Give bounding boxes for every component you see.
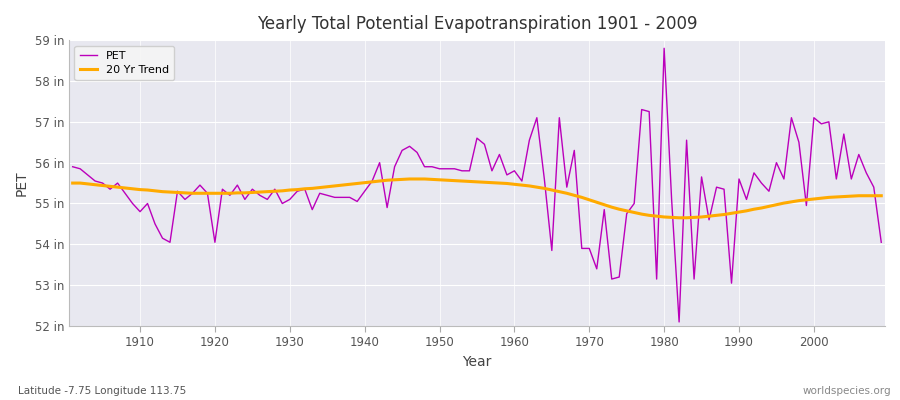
PET: [509, 168, 520, 173]
Y-axis label: PET: PET: [15, 170, 29, 196]
PET: [127, 201, 138, 206]
PET: [501, 172, 512, 177]
20 Yr Trend: [68, 181, 78, 186]
PET: [292, 189, 302, 194]
20 Yr Trend: [674, 215, 685, 220]
20 Yr Trend: [404, 176, 415, 181]
20 Yr Trend: [517, 183, 527, 188]
Line: 20 Yr Trend: 20 Yr Trend: [73, 179, 881, 218]
PET: [876, 240, 886, 245]
Text: worldspecies.org: worldspecies.org: [803, 386, 891, 396]
20 Yr Trend: [292, 187, 302, 192]
PET: [659, 46, 670, 51]
20 Yr Trend: [337, 183, 347, 188]
Legend: PET, 20 Yr Trend: PET, 20 Yr Trend: [75, 46, 175, 80]
PET: [598, 207, 609, 212]
Title: Yearly Total Potential Evapotranspiration 1901 - 2009: Yearly Total Potential Evapotranspiratio…: [256, 15, 698, 33]
Line: PET: PET: [73, 48, 881, 322]
20 Yr Trend: [127, 186, 138, 191]
PET: [68, 164, 78, 169]
PET: [337, 195, 347, 200]
20 Yr Trend: [607, 205, 617, 210]
20 Yr Trend: [876, 193, 886, 198]
X-axis label: Year: Year: [463, 355, 491, 369]
20 Yr Trend: [509, 182, 520, 187]
Text: Latitude -7.75 Longitude 113.75: Latitude -7.75 Longitude 113.75: [18, 386, 186, 396]
PET: [674, 320, 685, 324]
